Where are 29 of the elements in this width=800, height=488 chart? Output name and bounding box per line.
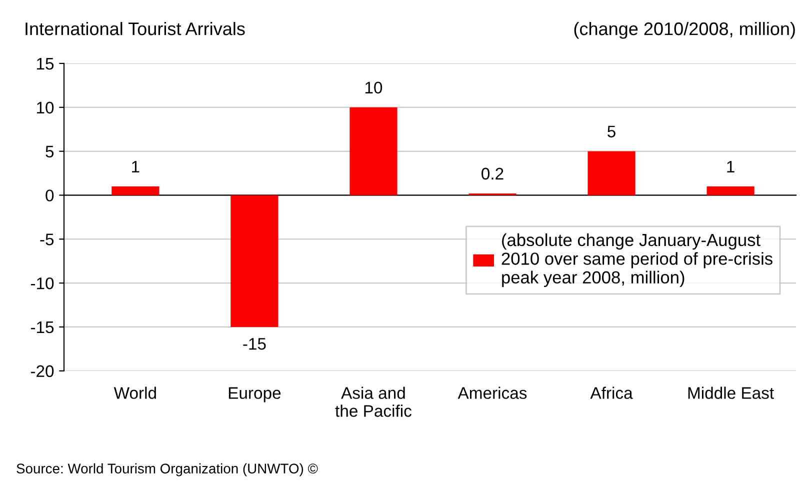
bar bbox=[588, 151, 636, 196]
y-tick-label: 10 bbox=[37, 102, 54, 114]
chart-title: International Tourist Arrivals bbox=[26, 22, 245, 36]
y-tick-label: -5 bbox=[40, 234, 54, 246]
data-label: 5 bbox=[608, 126, 616, 138]
x-tick-label: Asia and the Pacific bbox=[335, 386, 412, 417]
x-tick-label: Europe bbox=[228, 387, 281, 402]
data-label: -15 bbox=[243, 338, 266, 350]
bar bbox=[706, 186, 754, 196]
x-tick-label: World bbox=[114, 386, 156, 399]
source-note: Source: World Tourism Organization (UNWTO) © bbox=[16, 463, 318, 476]
y-tick-label: 5 bbox=[46, 146, 54, 158]
x-tick-label: Americas bbox=[458, 386, 527, 399]
bar bbox=[350, 107, 398, 196]
bar bbox=[230, 195, 278, 327]
y-tick-label: 0 bbox=[46, 190, 54, 202]
data-label: 0.2 bbox=[482, 168, 504, 180]
data-label: 10 bbox=[365, 82, 382, 94]
x-tick-label: Africa bbox=[590, 386, 633, 399]
data-label: 1 bbox=[132, 160, 140, 172]
y-tick-label: 15 bbox=[37, 58, 54, 70]
y-tick-label: -15 bbox=[30, 322, 54, 334]
x-tick-label: Middle East bbox=[688, 386, 774, 399]
legend-label: (absolute change January-August 2010 over same period of pre-crisis peak year 2008, million) bbox=[502, 233, 772, 287]
y-tick-label: -20 bbox=[30, 365, 54, 378]
bar bbox=[112, 186, 160, 196]
chart-subtitle: (change 2010/2008, million) bbox=[574, 22, 795, 39]
y-tick-label: -10 bbox=[30, 277, 54, 290]
data-label: 1 bbox=[727, 160, 734, 172]
